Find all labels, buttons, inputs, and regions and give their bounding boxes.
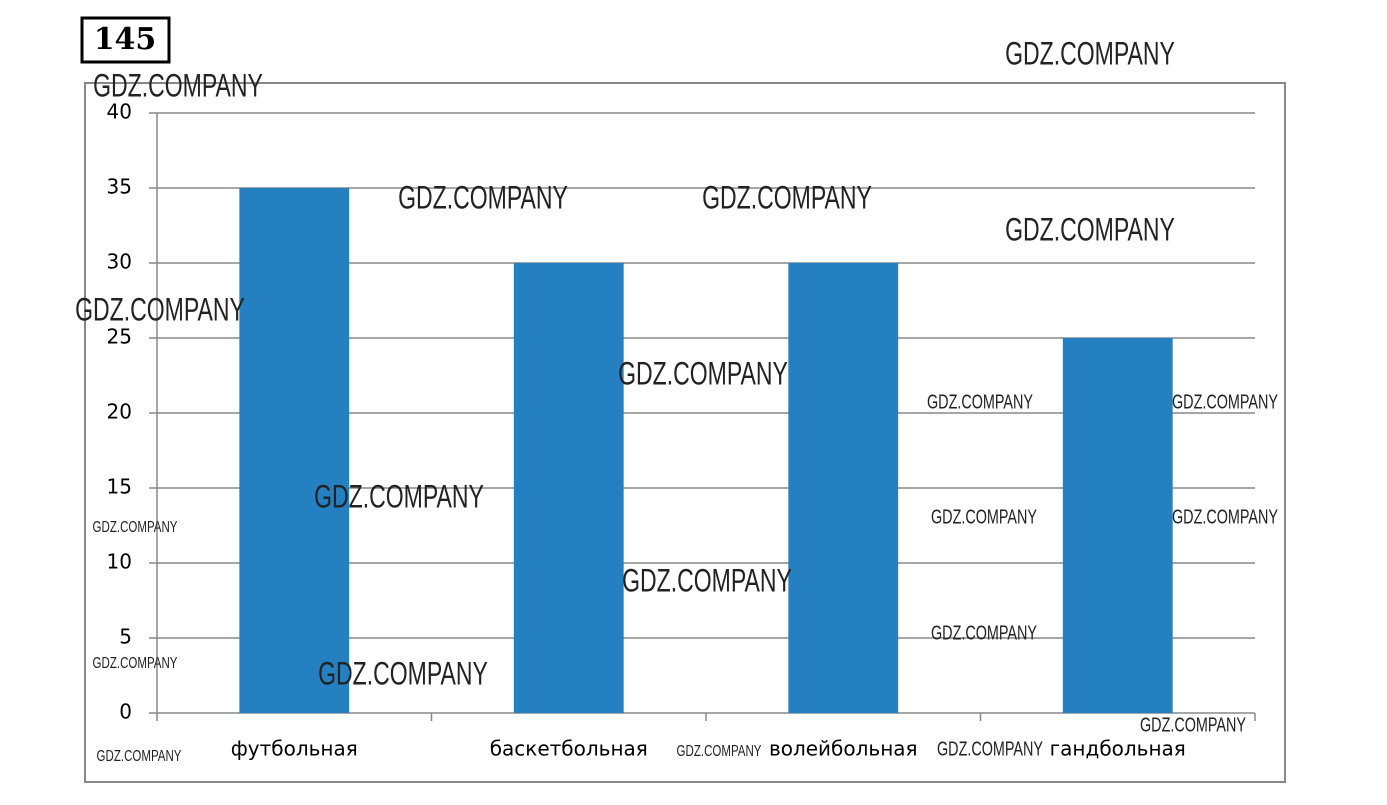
- y-tick-label: 30: [107, 250, 132, 274]
- watermark: GDZ.COMPANY: [677, 741, 762, 759]
- watermark: GDZ.COMPANY: [931, 505, 1037, 528]
- x-tick-label: волейбольная: [769, 737, 918, 761]
- y-tick-label: 0: [119, 700, 132, 724]
- watermark: GDZ.COMPANY: [927, 390, 1033, 413]
- bar: [513, 263, 624, 713]
- bar: [239, 188, 350, 713]
- watermark: GDZ.COMPANY: [618, 356, 788, 392]
- bar: [788, 263, 899, 713]
- x-tick-label: баскетбольная: [490, 737, 648, 761]
- watermark: GDZ.COMPANY: [1172, 390, 1278, 413]
- y-tick-label: 40: [107, 100, 132, 124]
- badge: 145: [94, 22, 157, 57]
- x-tick-label: гандбольная: [1050, 737, 1186, 761]
- watermark: GDZ.COMPANY: [1172, 505, 1278, 528]
- x-tick-label: футбольная: [231, 737, 358, 761]
- watermark: GDZ.COMPANY: [318, 656, 488, 692]
- watermark: GDZ.COMPANY: [937, 737, 1043, 760]
- y-tick-label: 20: [107, 400, 132, 424]
- y-tick-label: 25: [107, 325, 132, 349]
- watermark: GDZ.COMPANY: [622, 563, 792, 599]
- y-tick-label: 10: [107, 550, 132, 574]
- watermark: GDZ.COMPANY: [931, 621, 1037, 644]
- y-tick-label: 5: [119, 625, 132, 649]
- y-tick-label: 35: [107, 175, 132, 199]
- watermark: GDZ.COMPANY: [75, 292, 245, 328]
- y-tick-label: 15: [107, 475, 132, 499]
- chart-frame: [84, 82, 1286, 783]
- watermark: GDZ.COMPANY: [398, 180, 568, 216]
- watermark: GDZ.COMPANY: [1140, 713, 1246, 736]
- watermark: GDZ.COMPANY: [93, 68, 263, 104]
- watermark: GDZ.COMPANY: [93, 517, 178, 535]
- watermark: GDZ.COMPANY: [97, 746, 182, 764]
- watermark: GDZ.COMPANY: [1005, 36, 1175, 72]
- watermark: GDZ.COMPANY: [314, 479, 484, 515]
- bar: [1062, 338, 1173, 713]
- watermark: GDZ.COMPANY: [93, 653, 178, 671]
- badge-box: [80, 16, 171, 64]
- watermark: GDZ.COMPANY: [1005, 212, 1175, 248]
- watermark: GDZ.COMPANY: [702, 180, 872, 216]
